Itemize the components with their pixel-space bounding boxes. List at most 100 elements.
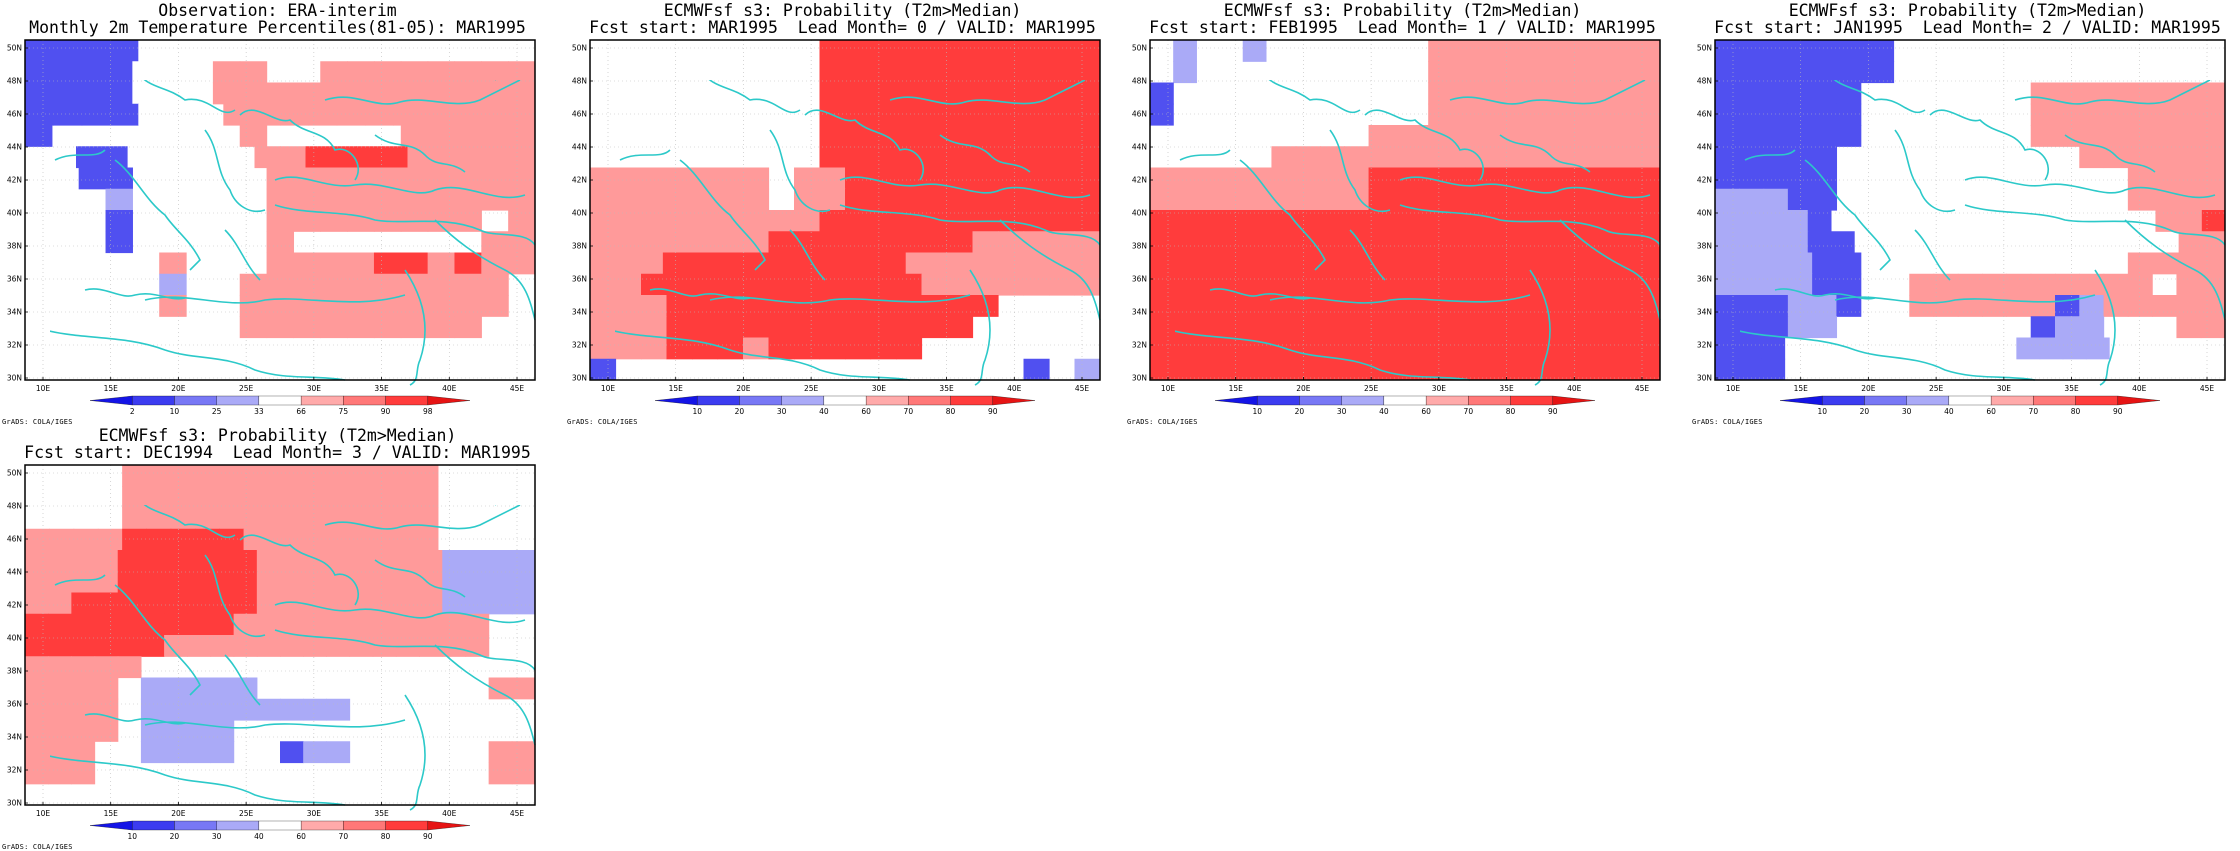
coastline xyxy=(1175,330,1471,381)
map-frame xyxy=(24,464,536,806)
grid-cell xyxy=(1049,82,1076,105)
grid-cell xyxy=(233,677,258,700)
x-tick-label: 30E xyxy=(307,809,322,818)
grid-cell xyxy=(488,550,513,572)
grid-cell xyxy=(395,550,420,572)
grid-cell xyxy=(320,188,348,211)
grid-cell xyxy=(212,82,241,105)
grid-cell xyxy=(2079,82,2105,105)
grid-cell xyxy=(164,613,188,636)
grid-cell xyxy=(870,103,897,126)
grid-cell xyxy=(1430,295,1457,317)
grid-cell xyxy=(743,167,770,190)
grid-cell xyxy=(187,592,212,615)
grid-cell xyxy=(1252,273,1279,296)
grid-cell xyxy=(819,167,846,190)
coastline xyxy=(679,159,766,271)
grid-cell xyxy=(1222,188,1248,211)
grid-cell xyxy=(2079,125,2105,147)
grid-cell xyxy=(590,231,617,254)
grid-cell xyxy=(419,571,443,594)
grid-cell xyxy=(1027,252,1053,275)
y-tick-label: 50N xyxy=(572,44,587,53)
grid-cell xyxy=(1507,316,1534,339)
grid-cell xyxy=(159,252,187,275)
grid-cell xyxy=(210,613,235,636)
x-tick-label: 15E xyxy=(1794,384,1809,393)
grid-cell xyxy=(1074,103,1100,126)
x-tick-label: 10E xyxy=(36,384,51,393)
grid-cell xyxy=(2030,295,2056,317)
grid-cell xyxy=(400,273,429,296)
colorbar-label: 80 xyxy=(946,407,956,416)
map-panel-3: ECMWFsf s3: Probability (T2m>Median) Fcst… xyxy=(1125,0,1680,426)
grid-cell xyxy=(845,146,872,169)
grid-cell xyxy=(509,146,535,169)
grid-cell xyxy=(1787,167,1813,190)
grid-cell xyxy=(845,273,872,296)
grid-cell xyxy=(743,316,770,339)
grid-cell xyxy=(1567,40,1592,62)
grid-cell xyxy=(117,550,142,572)
grid-cell xyxy=(2127,125,2153,147)
grid-cell xyxy=(48,550,72,572)
grid-cell xyxy=(293,273,321,296)
grid-cell xyxy=(1715,231,1739,254)
grid-cell xyxy=(1074,167,1100,190)
grid-cell xyxy=(1497,61,1522,84)
grid-cell xyxy=(164,741,188,764)
grid-cell xyxy=(1368,167,1394,190)
grid-cell xyxy=(25,762,49,785)
map-panel-1: Observation: ERA-interim Monthly 2m Tempe… xyxy=(0,0,555,426)
coastline xyxy=(1499,134,1591,173)
grid-cell xyxy=(1957,295,1983,317)
grid-cell xyxy=(590,295,617,317)
grid-cell xyxy=(2152,188,2178,211)
grid-cell xyxy=(1836,252,1862,275)
grid-cell xyxy=(210,635,235,657)
grid-cell xyxy=(1635,167,1660,190)
grid-cell xyxy=(947,167,974,190)
grid-cell xyxy=(1328,252,1355,275)
grid-cell xyxy=(1379,316,1406,339)
grid-cell xyxy=(1558,358,1585,380)
map-frame xyxy=(1149,39,1661,381)
grid-cell xyxy=(666,188,693,211)
colorbar-segment xyxy=(992,395,1036,406)
grid-cell xyxy=(1613,61,1638,84)
grid-cell xyxy=(845,188,872,211)
y-tick-label: 34N xyxy=(7,308,22,317)
grid-cell xyxy=(717,188,744,211)
y-tick-label: 30N xyxy=(1697,374,1712,383)
grid-cell xyxy=(159,273,187,296)
grid-cell xyxy=(413,507,439,530)
grid-cell xyxy=(615,231,642,254)
grid-cell xyxy=(1074,146,1100,169)
grid-cell xyxy=(1295,188,1321,211)
grid-cell xyxy=(450,103,479,126)
grid-cell xyxy=(784,252,810,275)
grid-cell xyxy=(666,337,693,360)
grid-cell xyxy=(400,167,429,190)
grid-cell xyxy=(641,295,668,317)
grid-cell xyxy=(71,741,96,764)
coastlines xyxy=(615,80,1101,386)
grid-cell xyxy=(393,103,423,126)
grid-cell xyxy=(292,528,318,551)
grid-cell xyxy=(210,592,235,615)
grid-cell xyxy=(1049,210,1076,232)
coastline xyxy=(434,644,536,746)
grid-cell xyxy=(2085,337,2110,360)
grid-cell xyxy=(2062,337,2087,360)
grid-cell xyxy=(454,167,482,190)
grid-cell xyxy=(71,571,96,594)
grid-cell xyxy=(1634,337,1660,360)
grid-cell xyxy=(794,273,821,296)
grid-cell xyxy=(1715,82,1740,105)
colorbar-label: 70 xyxy=(904,407,914,416)
grid-cell xyxy=(1562,125,1588,147)
grid-cell xyxy=(870,188,897,211)
grid-cell xyxy=(1354,337,1381,360)
grid-cell xyxy=(1295,146,1321,169)
coastline xyxy=(274,204,536,246)
